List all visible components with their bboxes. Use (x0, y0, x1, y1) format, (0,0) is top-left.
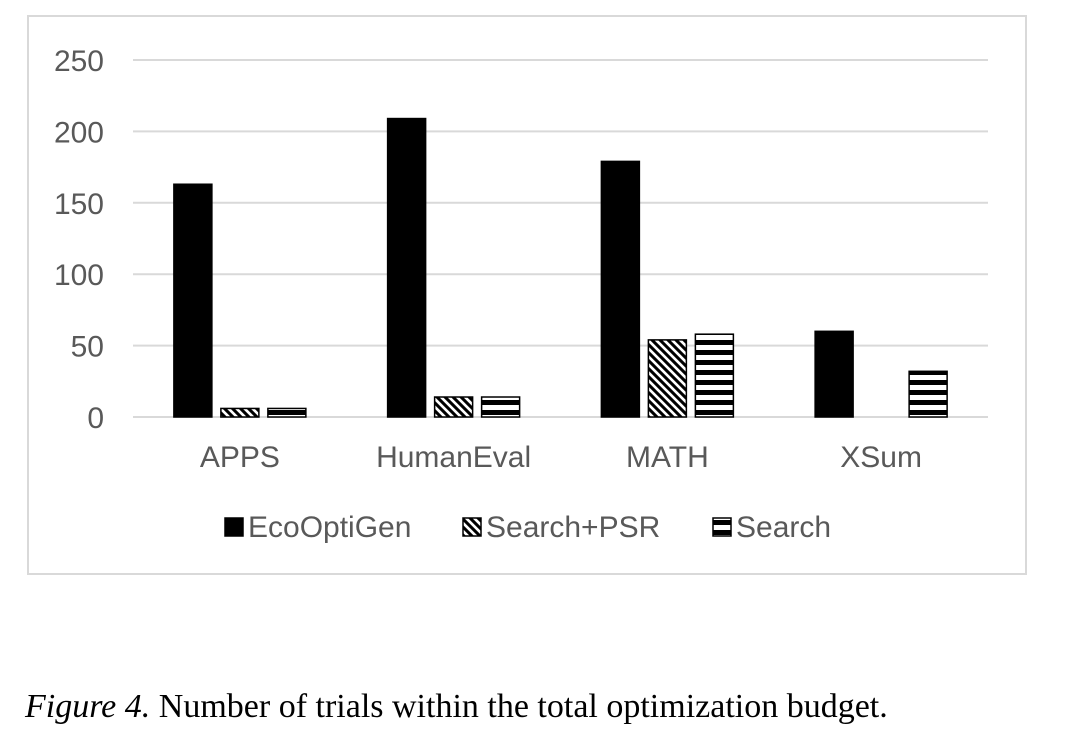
x-tick-label: HumanEval (376, 441, 531, 474)
legend-swatch-diagonal (462, 517, 482, 537)
y-tick-label: 250 (54, 45, 104, 78)
caption-text: Number of trials within the total optimi… (150, 688, 888, 725)
x-tick-label: APPS (200, 441, 280, 474)
bar-solid-xsum (814, 330, 854, 418)
bar-horizontal-apps (267, 407, 307, 418)
y-tick-label: 200 (54, 116, 104, 149)
legend-label: EcoOptiGen (248, 511, 411, 544)
legend-swatch-horizontal (712, 517, 732, 537)
y-tick-label: 0 (87, 402, 104, 435)
bar-horizontal-humaneval (480, 396, 521, 418)
bar-horizontal-xsum (908, 370, 948, 418)
bar-chart: 0 50 100 150 200 250 APPS HumanEval MATH XSum Eco… (54, 45, 988, 544)
legend-label: Search+PSR (486, 511, 660, 544)
y-tick-label: 50 (71, 331, 104, 364)
x-tick-label: MATH (626, 441, 709, 474)
bar-diagonal-math (647, 339, 688, 418)
figure-caption: Figure 4. Number of trials within the to… (25, 688, 888, 726)
bar-solid-apps (173, 183, 213, 418)
caption-label: Figure 4. (25, 688, 151, 725)
bar-diagonal-apps (220, 407, 260, 418)
bar-solid-math (600, 160, 641, 418)
legend-label: Search (736, 511, 831, 544)
x-tick-label: XSum (840, 441, 922, 474)
y-tick-label: 100 (54, 259, 104, 292)
bar-solid-humaneval (386, 117, 427, 418)
bar-diagonal-humaneval (433, 396, 474, 418)
legend-swatch-solid (224, 517, 244, 537)
bar-horizontal-math (694, 333, 735, 418)
y-tick-label: 150 (54, 188, 104, 221)
